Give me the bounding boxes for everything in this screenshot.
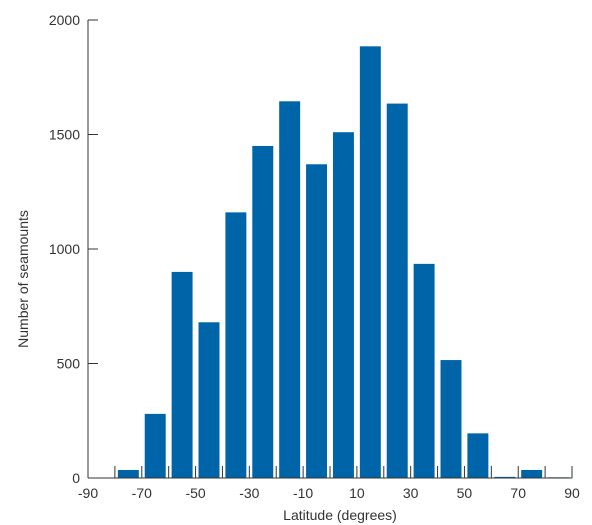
bar-10	[386, 103, 408, 478]
y-axis-title: Number of seamounts	[15, 210, 31, 348]
bar-14	[494, 476, 516, 478]
x-tick-label-8: 70	[510, 485, 526, 501]
x-tick-label-2: -50	[185, 485, 205, 501]
bar-6	[279, 101, 301, 479]
bar-11	[413, 263, 435, 478]
bar-4	[225, 212, 247, 479]
bar-7	[306, 164, 328, 478]
bar-15	[521, 469, 543, 478]
x-tick-label-5: 10	[349, 485, 365, 501]
x-tick-label-6: 30	[403, 485, 419, 501]
y-tick-label-2: 1000	[49, 241, 80, 257]
bar-12	[440, 360, 462, 478]
x-axis-title: Latitude (degrees)	[283, 507, 397, 523]
bar-3	[198, 322, 220, 478]
x-tick-label-7: 50	[457, 485, 473, 501]
bar-9	[359, 46, 381, 478]
x-tick-label-3: -30	[239, 485, 259, 501]
bars-group	[117, 46, 570, 479]
x-tick-label-9: 90	[564, 485, 580, 501]
y-tick-label-0: 0	[72, 470, 80, 486]
x-tick-label-1: -70	[132, 485, 152, 501]
y-tick-label-1: 500	[57, 356, 81, 372]
x-tick-label-4: -10	[293, 485, 313, 501]
bar-0	[117, 469, 139, 478]
bar-13	[467, 433, 489, 478]
axes-group: 0 500 1000 1500 2000 -90 -70 -50 -30 -10 10 30 50 70 9…	[49, 12, 580, 501]
y-tick-label-3: 1500	[49, 127, 80, 143]
x-tick-label-0: -90	[78, 485, 98, 501]
bar-1	[144, 413, 166, 478]
bar-5	[252, 145, 274, 478]
y-tick-label-4: 2000	[49, 12, 80, 28]
bar-8	[332, 132, 354, 478]
bar-2	[171, 271, 193, 478]
